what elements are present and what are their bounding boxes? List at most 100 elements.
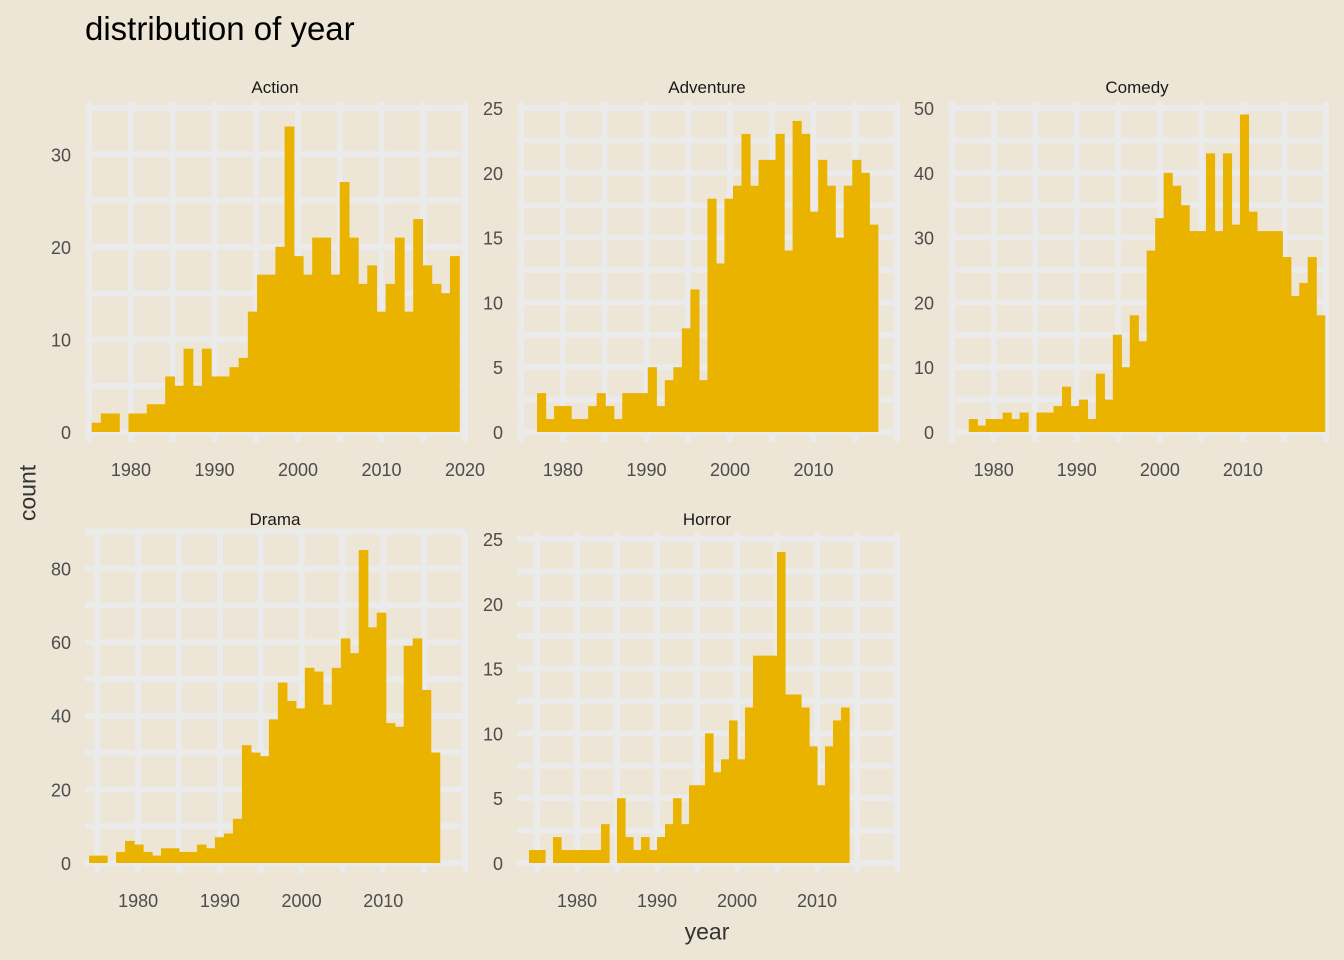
x-tick-label: 1990 bbox=[1057, 460, 1097, 480]
histogram-bar bbox=[146, 404, 157, 432]
y-tick-label: 0 bbox=[61, 854, 71, 874]
histogram-bar bbox=[801, 707, 810, 863]
histogram-bar bbox=[792, 120, 802, 433]
histogram-bar bbox=[601, 824, 610, 863]
histogram-bar bbox=[1239, 114, 1250, 432]
histogram-bar bbox=[554, 406, 564, 432]
histogram-bar bbox=[1155, 218, 1165, 432]
histogram-bar bbox=[116, 851, 126, 863]
histogram-bar bbox=[732, 185, 743, 432]
x-tick-label: 1990 bbox=[626, 460, 666, 480]
histogram-bar bbox=[649, 850, 658, 863]
x-tick-label: 2020 bbox=[445, 460, 485, 480]
histogram-bar bbox=[100, 413, 111, 432]
histogram-bar bbox=[860, 172, 870, 433]
histogram-bar bbox=[613, 419, 623, 432]
facet-strip-label: Action bbox=[251, 78, 298, 97]
histogram-bar bbox=[665, 824, 674, 863]
y-tick-label: 20 bbox=[483, 595, 503, 615]
histogram-bar bbox=[1112, 334, 1122, 432]
histogram-bar bbox=[775, 133, 785, 433]
histogram-bar bbox=[247, 311, 258, 432]
histogram-bar bbox=[284, 126, 295, 432]
histogram-bar bbox=[689, 785, 698, 863]
histogram-bar bbox=[835, 237, 845, 432]
histogram-bar bbox=[1273, 231, 1283, 432]
histogram-bar bbox=[394, 726, 405, 863]
histogram-bar bbox=[625, 837, 634, 863]
histogram-bar bbox=[664, 380, 674, 432]
histogram-bar bbox=[169, 848, 180, 863]
histogram-bar bbox=[713, 772, 722, 863]
histogram-bar bbox=[985, 419, 995, 432]
y-tick-label: 20 bbox=[51, 238, 71, 258]
histogram-bar bbox=[1036, 412, 1046, 432]
histogram-bar bbox=[1189, 231, 1199, 432]
histogram-bar bbox=[977, 425, 987, 432]
histogram-bar bbox=[617, 798, 626, 863]
y-tick-label: 15 bbox=[483, 229, 503, 249]
histogram-bar bbox=[994, 419, 1004, 432]
x-tick-label: 2010 bbox=[797, 891, 837, 911]
histogram-bar bbox=[178, 851, 189, 863]
histogram-bar bbox=[1163, 172, 1173, 433]
histogram-bar bbox=[801, 133, 811, 433]
histogram-bar bbox=[1070, 406, 1080, 432]
histogram-bar bbox=[561, 850, 570, 863]
x-tick-label: 1980 bbox=[543, 460, 583, 480]
histogram-bar bbox=[376, 612, 387, 863]
histogram-bar bbox=[968, 419, 978, 432]
histogram-bar bbox=[697, 785, 706, 863]
histogram-bar bbox=[641, 837, 650, 863]
histogram-bar bbox=[784, 250, 794, 432]
histogram-bar bbox=[259, 756, 270, 863]
y-tick-label: 50 bbox=[914, 99, 934, 119]
histogram-bar bbox=[639, 393, 649, 432]
histogram-bar bbox=[161, 848, 171, 863]
histogram-bar bbox=[833, 720, 842, 863]
x-tick-label: 1990 bbox=[637, 891, 677, 911]
y-tick-label: 0 bbox=[61, 423, 71, 443]
histogram-bar bbox=[761, 655, 770, 863]
histogram-bar bbox=[241, 745, 252, 863]
x-tick-label: 1980 bbox=[118, 891, 158, 911]
histogram-bar bbox=[809, 211, 819, 432]
histogram-bar bbox=[579, 419, 589, 432]
histogram-bar bbox=[412, 638, 423, 863]
histogram-bar bbox=[183, 348, 194, 432]
histogram-bar bbox=[349, 653, 360, 863]
histogram-bar bbox=[1307, 257, 1317, 432]
y-tick-label: 60 bbox=[51, 633, 71, 653]
histogram-bar bbox=[421, 689, 432, 863]
y-tick-label: 0 bbox=[924, 423, 934, 443]
histogram-bar bbox=[1019, 412, 1029, 432]
histogram-bar bbox=[690, 289, 700, 432]
histogram-bar bbox=[1087, 419, 1097, 432]
y-tick-label: 10 bbox=[483, 724, 503, 744]
histogram-bar bbox=[681, 824, 690, 863]
histogram-bar bbox=[187, 851, 198, 863]
y-tick-label: 15 bbox=[483, 660, 503, 680]
histogram-bar bbox=[818, 159, 828, 432]
x-tick-label: 2010 bbox=[363, 891, 403, 911]
histogram-bar bbox=[707, 198, 717, 432]
histogram-bar bbox=[1231, 224, 1241, 432]
histogram-bar bbox=[721, 759, 730, 863]
histogram-bar bbox=[529, 850, 538, 863]
histogram-bar bbox=[1265, 231, 1275, 432]
facet-panel-horror: Horror 1980 1990 2000 2010 0 5 10 15 20 25 bbox=[483, 510, 900, 911]
histogram-bar bbox=[367, 265, 378, 432]
histogram-bar bbox=[825, 746, 834, 863]
histogram-bar bbox=[125, 840, 135, 863]
x-axis-label: year bbox=[684, 918, 730, 945]
histogram-bar bbox=[656, 406, 666, 432]
histogram-bar bbox=[724, 198, 734, 432]
histogram-bar bbox=[201, 348, 212, 432]
histogram-bar bbox=[192, 385, 203, 432]
histogram-bar bbox=[1180, 205, 1190, 432]
histogram-bar bbox=[266, 274, 277, 432]
histogram-bar bbox=[293, 256, 304, 432]
histogram-bar bbox=[229, 367, 240, 432]
